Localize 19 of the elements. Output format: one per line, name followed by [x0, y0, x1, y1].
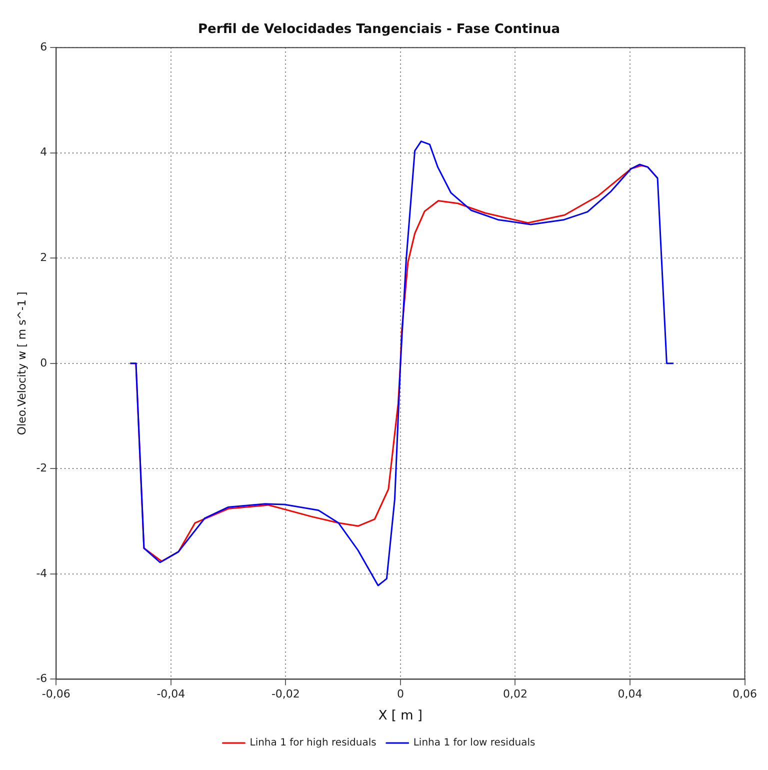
y-tick-label: -4: [36, 566, 48, 580]
y-tick-label: 2: [40, 250, 48, 264]
chart-title: Perfil de Velocidades Tangenciais - Fase Continua: [198, 22, 560, 38]
x-tick-label: -0,02: [271, 688, 300, 701]
legend-label: Linha 1 for low residuals: [413, 738, 536, 749]
y-tick-label: -6: [36, 672, 48, 686]
y-tick-label: -2: [36, 462, 48, 475]
y-tick-label: 4: [40, 146, 48, 159]
x-axis-title: X [ m ]: [378, 708, 423, 724]
x-tick-label: 0: [396, 688, 404, 701]
y-tick-label: 0: [40, 356, 48, 370]
y-tick-label: 6: [40, 40, 48, 54]
y-axis-title: Oleo.Velocity w [ m s^-1 ]: [15, 292, 28, 436]
x-tick-label: 0,06: [732, 688, 758, 701]
x-tick-label: 0,02: [502, 688, 528, 701]
x-tick-label: -0,04: [156, 688, 186, 701]
x-tick-label: -0,06: [42, 688, 70, 701]
legend-label: Linha 1 for high residuals: [250, 738, 376, 749]
x-tick-label: 0,04: [618, 688, 642, 701]
